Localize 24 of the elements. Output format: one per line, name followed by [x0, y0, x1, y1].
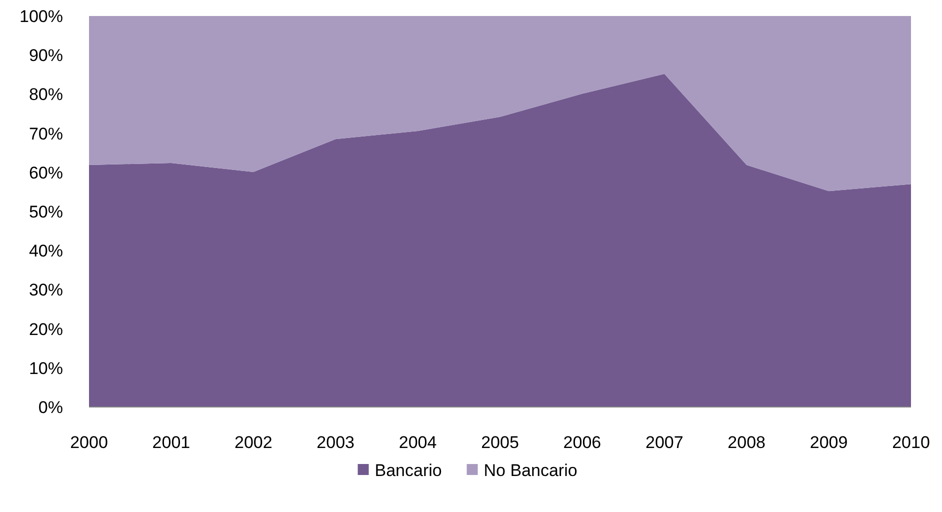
x-tick-label: 2000 — [70, 433, 108, 452]
y-tick-label: 70% — [28, 124, 63, 144]
x-tick-label: 2008 — [728, 433, 766, 452]
x-tick-label: 2006 — [563, 433, 602, 452]
x-tick-label: 2003 — [316, 433, 355, 452]
x-tick-label: 2010 — [892, 433, 930, 452]
y-tick-label: 20% — [28, 320, 63, 339]
y-tick-label: 40% — [28, 242, 63, 261]
y-tick-label: 90% — [28, 46, 63, 66]
y-tick-label: 80% — [28, 85, 63, 104]
legend-label: Bancario — [374, 460, 442, 480]
y-tick-label: 10% — [28, 358, 63, 378]
x-tick-label: 2002 — [234, 433, 272, 452]
x-tick-label: 2001 — [152, 433, 190, 452]
y-tick-label: 60% — [28, 163, 63, 182]
x-tick-label: 2007 — [645, 433, 684, 452]
x-tick-label: 2004 — [398, 433, 437, 452]
y-tick-label: 0% — [38, 398, 63, 417]
y-tick-label: 100% — [20, 6, 63, 26]
x-tick-label: 2005 — [481, 433, 519, 452]
x-tick-label: 2009 — [810, 433, 848, 452]
y-tick-label: 30% — [28, 280, 63, 300]
legend-label: No Bancario — [484, 460, 578, 480]
y-tick-label: 50% — [28, 202, 63, 222]
